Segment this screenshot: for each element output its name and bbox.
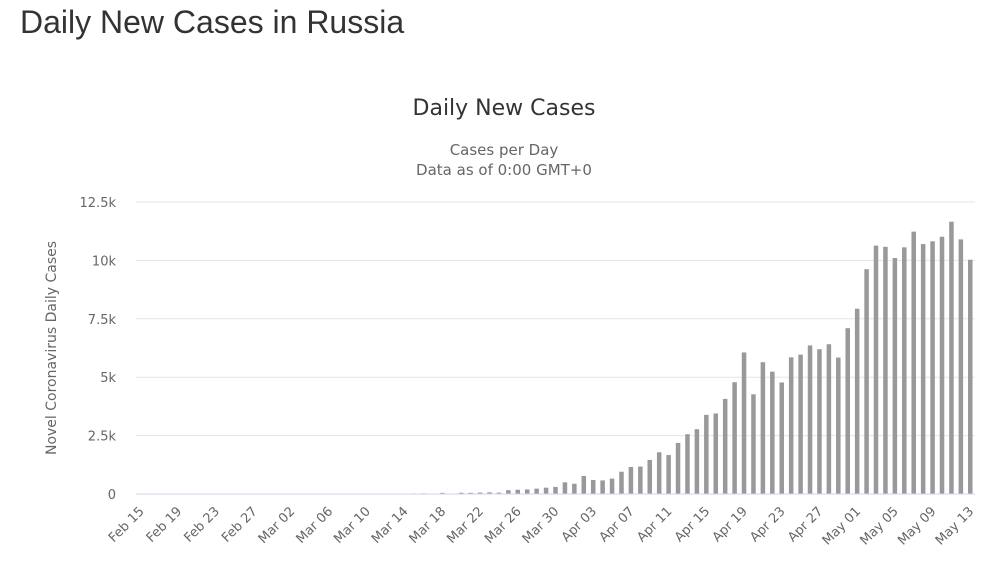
bar-mar-22	[477, 492, 483, 494]
x-tick-label: Feb 27	[219, 504, 261, 546]
bar-may-01	[854, 308, 860, 494]
bar-apr-25	[798, 354, 803, 494]
bar-apr-16	[713, 413, 719, 494]
bar-may-08	[920, 244, 926, 494]
bar-mar-28	[534, 488, 539, 494]
bar-apr-30	[845, 328, 850, 494]
chart-title: Daily New Cases	[413, 96, 596, 121]
bar-apr-01	[572, 483, 577, 494]
bar-mar-25	[506, 490, 511, 494]
bar-apr-24	[788, 357, 794, 494]
bar-may-03	[873, 245, 879, 494]
bar-apr-26	[807, 345, 813, 494]
x-tick-label: Mar 02	[256, 504, 299, 547]
bar-may-10	[939, 236, 945, 494]
bar-apr-22	[770, 371, 775, 494]
x-tick-label: May 09	[895, 504, 939, 548]
bar-mar-27	[524, 489, 530, 494]
grid-lines	[136, 201, 975, 437]
bar-apr-13	[685, 434, 690, 494]
bar-series	[289, 221, 973, 495]
bar-apr-18	[732, 382, 737, 494]
bar-apr-11	[666, 455, 671, 494]
x-tick-label: Apr 03	[559, 504, 600, 545]
bar-mar-29	[543, 487, 549, 494]
bar-apr-12	[675, 442, 681, 494]
x-tick-label: Apr 23	[747, 504, 788, 545]
x-tick-label: Mar 30	[520, 504, 563, 547]
bar-may-04	[883, 246, 888, 494]
bar-apr-10	[656, 452, 662, 494]
x-tick-label: May 05	[857, 504, 901, 548]
bar-apr-23	[779, 382, 784, 494]
y-axis-ticks: 0 2.5k 5k 7.5k 10k 12.5k	[80, 196, 117, 503]
bar-apr-03	[590, 479, 596, 494]
bar-apr-06	[619, 471, 624, 494]
x-tick-label: Apr 15	[672, 504, 713, 545]
x-tick-label: Feb 15	[106, 504, 148, 546]
page-title: Daily New Cases in Russia	[20, 4, 405, 40]
bar-apr-21	[760, 362, 766, 494]
y-axis-title: Novel Coronavirus Daily Cases	[44, 241, 60, 455]
bar-apr-15	[704, 414, 709, 494]
chart-subtitle-line-2: Data as of 0:00 GMT+0	[416, 161, 592, 179]
bar-may-06	[902, 247, 907, 494]
bar-may-11	[949, 221, 954, 494]
bar-apr-17	[722, 398, 728, 494]
bar-apr-08	[638, 466, 643, 494]
bar-mar-18	[440, 492, 445, 494]
bar-apr-09	[647, 459, 653, 494]
chart-subtitle-line-1: Cases per Day	[450, 141, 559, 159]
bar-may-02	[864, 269, 869, 494]
y-tick-label: 5k	[100, 371, 116, 386]
y-tick-label: 0	[108, 488, 116, 503]
x-tick-label: Feb 19	[144, 504, 186, 546]
bar-mar-30	[553, 486, 558, 494]
x-tick-label: Mar 06	[294, 504, 337, 547]
bar-apr-04	[600, 480, 605, 494]
y-tick-label: 10k	[92, 254, 117, 269]
y-tick-label: 12.5k	[80, 196, 117, 211]
bar-apr-27	[817, 349, 822, 494]
y-tick-label: 7.5k	[88, 313, 117, 328]
bar-apr-29	[836, 357, 841, 494]
y-tick-label: 2.5k	[88, 430, 117, 445]
x-tick-label: Apr 11	[634, 504, 675, 545]
x-tick-label: Mar 26	[482, 504, 525, 547]
x-tick-label: Apr 07	[597, 504, 638, 545]
bar-apr-20	[751, 394, 756, 494]
bar-apr-02	[581, 475, 587, 494]
x-tick-label: May 13	[933, 504, 977, 548]
bar-may-05	[892, 258, 898, 494]
bar-mar-23	[487, 492, 492, 494]
bar-may-09	[930, 241, 935, 494]
bar-mar-31	[562, 482, 568, 494]
bar-apr-14	[694, 429, 700, 494]
bar-apr-19	[741, 352, 747, 494]
x-tick-label: Feb 23	[181, 504, 223, 546]
bar-mar-26	[515, 489, 521, 494]
bar-mar-20	[458, 492, 464, 494]
bar-may-13	[968, 259, 973, 494]
bar-mar-24	[496, 492, 502, 494]
bar-apr-07	[628, 467, 634, 494]
x-tick-label: Mar 18	[407, 504, 450, 547]
x-tick-label: Mar 22	[444, 504, 487, 547]
x-tick-label: Mar 10	[331, 504, 374, 547]
x-tick-label: Apr 19	[710, 504, 751, 545]
bar-mar-21	[468, 492, 473, 494]
bar-apr-05	[609, 478, 615, 494]
bar-may-07	[911, 231, 916, 494]
bar-may-12	[958, 239, 964, 494]
x-tick-label: May 01	[820, 504, 864, 548]
bar-apr-28	[826, 344, 832, 494]
x-tick-label: Mar 14	[369, 504, 412, 547]
